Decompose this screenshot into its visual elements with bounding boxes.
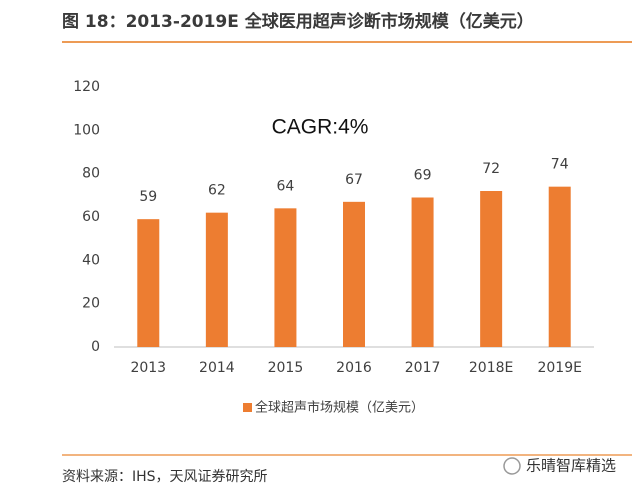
y-tick-label: 100 bbox=[73, 122, 100, 138]
y-tick-label: 40 bbox=[82, 252, 100, 268]
source: 资料来源：IHS，天风证券研究所 bbox=[62, 469, 268, 485]
bar bbox=[411, 197, 434, 347]
bar bbox=[205, 212, 228, 347]
bar bbox=[343, 201, 365, 347]
x-tick-label: 2019E bbox=[537, 360, 581, 376]
x-tick-label: 2013 bbox=[130, 360, 166, 376]
y-tick-label: 0 bbox=[91, 339, 100, 355]
bar bbox=[274, 208, 297, 347]
y-tick-label: 20 bbox=[82, 296, 100, 312]
watermark-icon bbox=[503, 457, 521, 475]
x-tick-label: 2016 bbox=[336, 360, 372, 376]
x-tick-label: 2018E bbox=[469, 360, 513, 376]
data-label: 67 bbox=[345, 172, 363, 188]
data-label: 74 bbox=[551, 157, 569, 173]
data-label: 59 bbox=[139, 189, 157, 205]
chart-title: 图 18：2013-2019E 全球医用超声诊断市场规模（亿美元） bbox=[62, 11, 534, 32]
x-tick-label: 2014 bbox=[199, 360, 235, 376]
y-tick-label: 120 bbox=[73, 79, 100, 95]
y-tick-label: 60 bbox=[82, 209, 100, 225]
legend-label: 全球超声市场规模（亿美元） bbox=[255, 400, 424, 416]
annotation: CAGR:4% bbox=[272, 116, 369, 139]
data-label: 62 bbox=[208, 183, 226, 199]
watermark: 乐晴智库精选 bbox=[526, 457, 616, 475]
data-label: 72 bbox=[482, 161, 500, 177]
data-label: 64 bbox=[277, 178, 295, 194]
bar bbox=[548, 186, 571, 347]
y-tick-label: 80 bbox=[82, 166, 100, 182]
bar bbox=[480, 191, 503, 347]
data-label: 69 bbox=[414, 168, 432, 184]
x-tick-label: 2017 bbox=[405, 360, 441, 376]
legend-swatch bbox=[243, 403, 252, 412]
bar bbox=[137, 219, 160, 347]
x-tick-label: 2015 bbox=[268, 360, 304, 376]
